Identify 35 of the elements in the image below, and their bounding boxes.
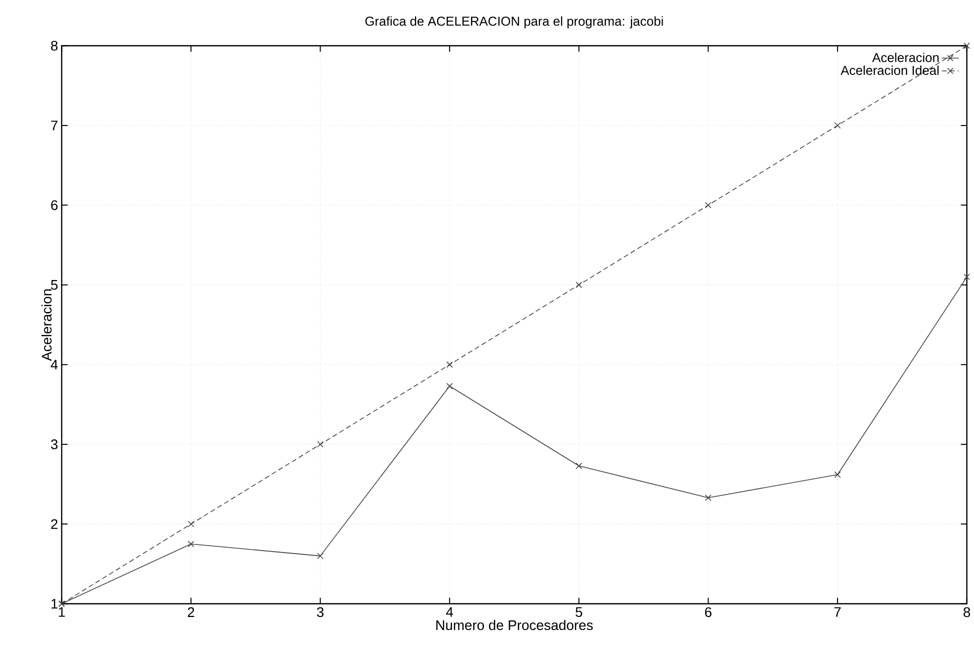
y-tick-label: 2 [51,518,58,529]
legend-label: Aceleracion [872,52,939,62]
y-tick-label: 4 [50,360,58,370]
x-tick-label: 6 [705,607,712,617]
point [188,520,194,528]
x-tick-label: 1 [58,607,65,617]
chart-title: Grafica de ACELERACION para el programa: jacobi [365,16,663,28]
point [576,462,582,469]
y-tick-label: 5 [51,280,58,290]
x-tick-label: 5 [576,607,582,617]
point [705,494,712,501]
x-tick-label: 4 [446,607,454,617]
legend-label: Aceleracion Ideal [840,65,939,75]
point [964,273,970,280]
point [964,42,970,49]
y-tick-label: 7 [51,120,58,130]
point [705,202,712,208]
x-tick-label: 2 [188,607,194,617]
y-tick-label: 3 [50,439,58,450]
y-tick-label: 6 [51,200,58,210]
x-tick-label: 3 [316,607,324,617]
point [317,440,324,448]
x-tick-label: 7 [834,607,841,617]
x-tick-label: 8 [964,607,970,617]
point [834,471,841,478]
y-tick-label: 8 [51,40,58,50]
point [834,122,841,128]
point [446,361,453,368]
point [317,552,324,559]
y-tick-label: 1 [52,598,58,608]
point [446,382,453,390]
x-axis-title: Numero de Procesadores [436,620,593,630]
point [576,281,582,288]
point [188,540,194,547]
y-axis-title: Aceleracion [41,289,52,361]
